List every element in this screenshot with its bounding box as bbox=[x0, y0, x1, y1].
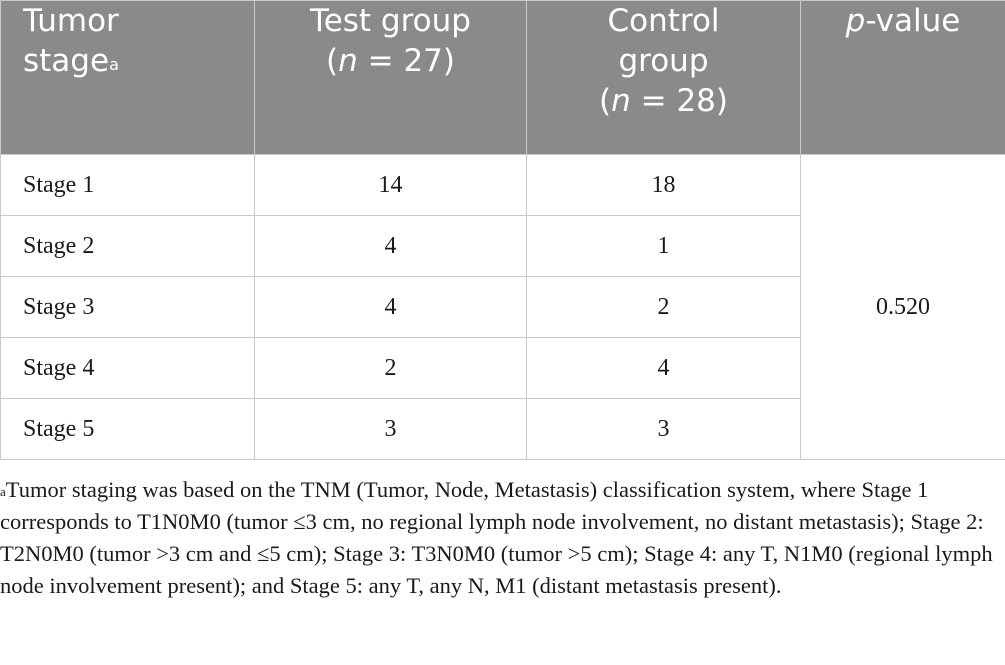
table-row: Stage 1 14 18 0.520 bbox=[0, 154, 1005, 460]
tumor-stage-table: Tumor stagea Test group (n = 27) Control… bbox=[0, 0, 1005, 460]
header-tumor-stage: Tumor stagea bbox=[0, 0, 255, 155]
stage-cell: Stage 2 bbox=[0, 215, 255, 277]
header-stage-line1: Tumor bbox=[23, 3, 119, 39]
header-control-n-value: = 28) bbox=[630, 83, 728, 119]
stage-cell: Stage 3 bbox=[0, 276, 255, 338]
stage-cell: Stage 4 bbox=[0, 337, 255, 399]
stage-cell: Stage 5 bbox=[0, 398, 255, 460]
header-test-group: Test group (n = 27) bbox=[254, 0, 527, 155]
stage-cell: Stage 1 bbox=[0, 154, 255, 216]
test-count-cell: 4 bbox=[254, 215, 527, 277]
header-test-line1: Test group bbox=[310, 3, 471, 39]
control-count-cell: 3 bbox=[526, 398, 801, 460]
header-control-line2: group bbox=[618, 43, 709, 79]
control-count-cell: 1 bbox=[526, 215, 801, 277]
header-row: Tumor stagea Test group (n = 27) Control… bbox=[0, 0, 1005, 155]
footnote-text: Tumor staging was based on the TNM (Tumo… bbox=[0, 477, 993, 598]
header-control-line1: Control bbox=[607, 3, 720, 39]
table-row: Stage 5 3 3 bbox=[0, 398, 1005, 460]
test-count-cell: 3 bbox=[254, 398, 527, 460]
p-value-cell: 0.520 bbox=[800, 154, 1005, 460]
footnote-marker: a bbox=[0, 484, 6, 499]
test-count-cell: 14 bbox=[254, 154, 527, 216]
control-count-cell: 2 bbox=[526, 276, 801, 338]
header-stage-line2: stage bbox=[23, 43, 110, 79]
header-stage-footnote-marker: a bbox=[109, 55, 119, 74]
header-test-n-value: = 27) bbox=[357, 43, 455, 79]
header-test-paren: ( bbox=[326, 43, 339, 79]
header-p-rest: -value bbox=[865, 3, 961, 39]
table-row: Stage 3 4 2 bbox=[0, 276, 1005, 338]
header-control-n: n bbox=[611, 83, 631, 119]
header-control-paren: ( bbox=[599, 83, 612, 119]
table-footnote: aTumor staging was based on the TNM (Tum… bbox=[0, 474, 1000, 602]
header-p-var: p bbox=[845, 3, 866, 39]
header-control-group: Control group (n = 28) bbox=[526, 0, 801, 155]
control-count-cell: 18 bbox=[526, 154, 801, 216]
header-p-value: p-value bbox=[800, 0, 1005, 155]
test-count-cell: 2 bbox=[254, 337, 527, 399]
table-row: Stage 2 4 1 bbox=[0, 215, 1005, 277]
header-test-n: n bbox=[338, 43, 358, 79]
control-count-cell: 4 bbox=[526, 337, 801, 399]
test-count-cell: 4 bbox=[254, 276, 527, 338]
